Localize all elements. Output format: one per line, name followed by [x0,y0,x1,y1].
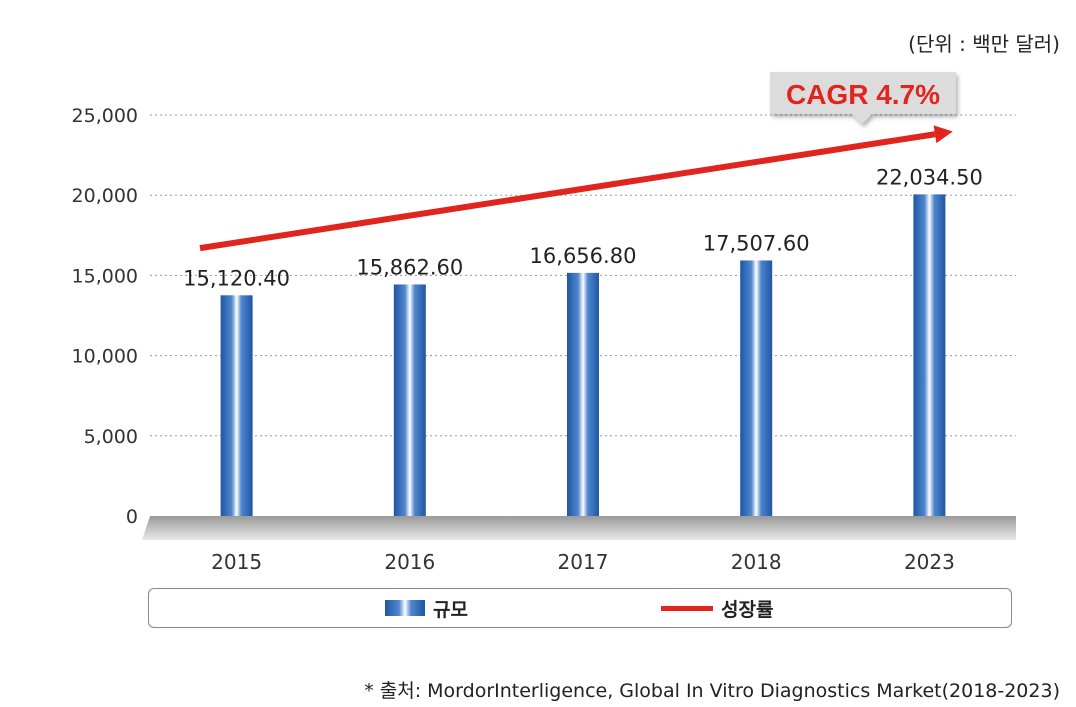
x-tick-label: 2023 [904,550,955,574]
legend-bar-label: 규모 [433,598,468,621]
legend-item-line: 성장률 [661,589,773,627]
bar [740,260,773,516]
bar [220,295,253,516]
bar-data-label: 16,656.80 [530,244,637,268]
x-tick-label: 2015 [211,550,262,574]
cagr-annotation: CAGR 4.7% [786,79,940,110]
bar-data-label: 17,507.60 [703,231,810,255]
legend-item-bar: 규모 [385,589,468,627]
legend-line-label: 성장률 [721,598,774,621]
cagr-callout [770,72,956,124]
legend-bar-swatch [385,600,425,616]
legend-line-swatch [661,605,713,611]
y-tick-label: 20,000 [72,185,138,207]
chart-legend: 규모 성장률 [148,588,1012,628]
y-tick-label: 10,000 [72,346,138,368]
bar [913,194,946,517]
growth-trend-line [199,131,936,252]
x-tick-label: 2018 [731,550,782,574]
y-tick-label: 15,000 [72,265,138,287]
source-note: * 출처: MordorInterligence, Global In Vitr… [364,680,1060,702]
y-tick-label: 0 [126,506,138,528]
unit-label: (단위 : 백만 달러) [908,32,1060,56]
bar-data-label: 15,862.60 [356,255,463,279]
cagr-callout-box [770,72,956,124]
bar [393,284,426,516]
bar [567,272,599,516]
x-tick-label: 2016 [384,550,435,574]
x-axis-floor [142,516,1016,540]
bar-data-label: 15,120.40 [183,266,290,290]
x-tick-label: 2017 [558,550,609,574]
growth-arrow-head [933,125,953,144]
bar-data-label: 22,034.50 [876,165,983,189]
y-tick-label: 5,000 [84,426,138,448]
y-tick-label: 25,000 [72,105,138,127]
